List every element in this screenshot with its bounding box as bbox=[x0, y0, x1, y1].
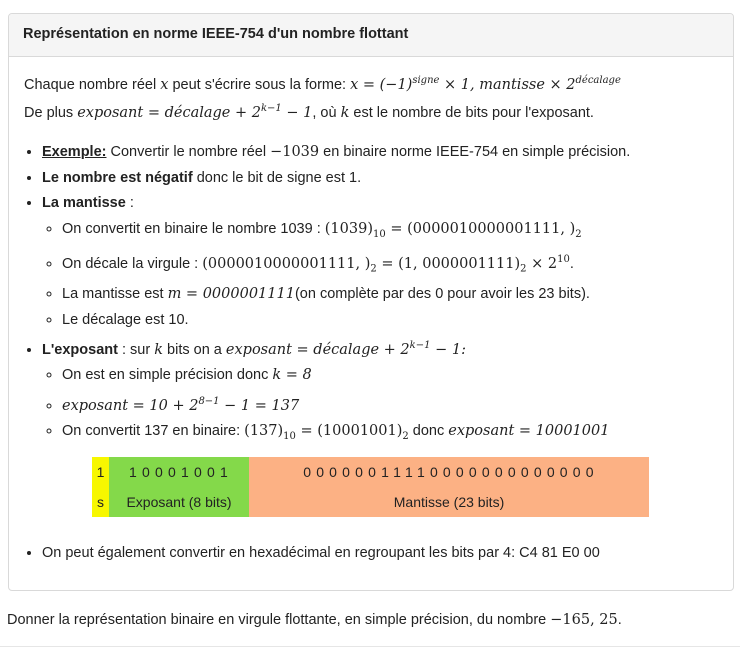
sublist-item: On convertit en binaire le nombre 1039 :… bbox=[62, 217, 732, 247]
item-text: Convertir le nombre réel bbox=[106, 144, 271, 160]
math-formula: exposant = 10 + 2 bbox=[62, 397, 199, 414]
mantisse-sublist: On convertit en binaire le nombre 1039 :… bbox=[42, 217, 732, 334]
item-text: en binaire norme IEEE-754 en simple préc… bbox=[319, 144, 631, 160]
item-text: . bbox=[569, 255, 574, 272]
item-text: Le décalage est 10. bbox=[62, 311, 189, 328]
math-number: −165, 25 bbox=[550, 612, 618, 628]
item-bold: Le nombre est négatif bbox=[42, 169, 193, 186]
math-sup: k−1 bbox=[409, 340, 431, 352]
math-formula: x = (−1) bbox=[350, 76, 413, 93]
math-formula: = (1, 0000001111) bbox=[376, 255, 521, 272]
sublist-item: Le décalage est 10. bbox=[62, 308, 732, 334]
math-sub: 10 bbox=[372, 228, 386, 240]
exponent-segment: 10001001 Exposant (8 bits) bbox=[109, 457, 249, 517]
exposant-sublist: On est en simple précision donc k = 8 ex… bbox=[42, 363, 732, 449]
math-var: k bbox=[154, 341, 164, 358]
mantissa-segment: 00000011110000000000000 Mantisse (23 bit… bbox=[249, 457, 649, 517]
math-formula: exposant = décalage + 2 bbox=[225, 341, 410, 358]
item-text: : bbox=[125, 195, 134, 211]
intro-line-2: De plus exposant = décalage + 2k−1 − 1, … bbox=[24, 97, 621, 125]
list-item-example: Exemple: Convertir le nombre réel −1039 … bbox=[42, 140, 732, 166]
math-formula: × 2 bbox=[526, 255, 558, 272]
math-formula: − 1 bbox=[281, 104, 313, 121]
intro-text-part: , où bbox=[312, 104, 341, 121]
math-sub: 2 bbox=[575, 228, 582, 240]
math-sup: signe bbox=[412, 75, 440, 86]
item-text: donc le bit de signe est 1. bbox=[192, 169, 362, 186]
math-formula: exposant = 10001001 bbox=[448, 423, 610, 440]
item-bold: La mantisse bbox=[42, 195, 126, 211]
item-text: bits on a bbox=[163, 341, 226, 358]
math-formula: × 1, mantisse × 2 bbox=[439, 76, 576, 93]
math-sup: 10 bbox=[557, 253, 570, 265]
math-formula: (1039) bbox=[324, 220, 373, 237]
mantissa-label: Mantisse (23 bits) bbox=[393, 494, 505, 510]
math-sup: décalage bbox=[575, 75, 621, 86]
math-formula: m = 0000001111 bbox=[167, 286, 295, 303]
intro-text-part: peut s'écrire sous la forme: bbox=[168, 76, 351, 93]
intro-line-1: Chaque nombre réel x peut s'écrire sous … bbox=[24, 69, 621, 97]
sublist-item: exposant = 10 + 28−1 − 1 = 137 bbox=[62, 389, 732, 419]
math-var: k bbox=[340, 104, 350, 121]
example-label: Exemple: bbox=[42, 144, 107, 160]
exponent-label: Exposant (8 bits) bbox=[126, 494, 232, 510]
math-var: x bbox=[160, 76, 169, 93]
item-text: On convertit en binaire le nombre 1039 : bbox=[62, 220, 325, 237]
sublist-item: On décale la virgule : (0000010000001111… bbox=[62, 247, 732, 282]
sublist-item: On convertit 137 en binaire: (137)10 = (… bbox=[62, 419, 732, 449]
item-bold: L'exposant bbox=[42, 341, 118, 358]
bit-layout-diagram: 1 s 10001001 Exposant (8 bits) 000000111… bbox=[92, 457, 649, 517]
math-formula: k = 8 bbox=[272, 367, 312, 384]
math-sub: 2 bbox=[370, 263, 377, 275]
exponent-bits: 10001001 bbox=[129, 464, 233, 480]
math-sub: 2 bbox=[520, 263, 527, 275]
math-formula: exposant = décalage + 2 bbox=[77, 104, 261, 121]
math-formula: = (10001001) bbox=[295, 423, 403, 440]
math-sup: 8−1 bbox=[198, 395, 220, 407]
math-number: −1039 bbox=[270, 144, 320, 160]
list-item-negative: Le nombre est négatif donc le bit de sig… bbox=[42, 166, 732, 192]
item-text: : sur bbox=[117, 341, 155, 358]
item-text: On est en simple précision donc bbox=[62, 367, 273, 384]
math-formula: − 1 = 137 bbox=[219, 397, 300, 414]
item-text: La mantisse est bbox=[62, 286, 168, 303]
math-sup: k−1 bbox=[260, 102, 282, 114]
math-sub: 2 bbox=[402, 431, 409, 443]
math-sub: 10 bbox=[283, 431, 296, 443]
hex-list: On peut également convertir en hexadécim… bbox=[24, 541, 600, 566]
sublist-item: On est en simple précision donc k = 8 bbox=[62, 363, 732, 389]
steps-list: Exemple: Convertir le nombre réel −1039 … bbox=[24, 140, 732, 450]
divider bbox=[0, 646, 740, 647]
sign-label: s bbox=[97, 494, 104, 510]
question-text: . bbox=[617, 612, 622, 628]
card-title: Représentation en norme IEEE-754 d'un no… bbox=[9, 14, 733, 57]
math-formula: (137) bbox=[244, 423, 284, 440]
mantissa-bits: 00000011110000000000000 bbox=[303, 464, 599, 480]
intro-text: Chaque nombre réel x peut s'écrire sous … bbox=[24, 69, 621, 125]
intro-text-part: est le nombre de bits pour l'exposant. bbox=[349, 104, 594, 121]
sign-segment: 1 s bbox=[92, 457, 109, 517]
list-item-exposant: L'exposant : sur k bits on a exposant = … bbox=[42, 333, 732, 450]
list-item-hex: On peut également convertir en hexadécim… bbox=[42, 541, 600, 566]
question-text: Donner la représentation binaire en virg… bbox=[7, 612, 551, 628]
intro-text-part: Chaque nombre réel bbox=[24, 76, 161, 93]
item-text: (on complète par des 0 pour avoir les 23… bbox=[294, 286, 590, 303]
math-formula: = (0000010000001111, ) bbox=[385, 220, 576, 237]
sign-bits: 1 bbox=[96, 464, 105, 480]
intro-text-part: De plus bbox=[24, 104, 78, 121]
item-text: On convertit 137 en binaire: bbox=[62, 423, 245, 440]
exercise-question: Donner la représentation binaire en virg… bbox=[7, 612, 622, 628]
list-item-mantisse: La mantisse : On convertit en binaire le… bbox=[42, 191, 732, 333]
item-text: donc bbox=[408, 423, 449, 440]
item-text: On décale la virgule : bbox=[62, 255, 203, 272]
math-formula: (0000010000001111, ) bbox=[202, 255, 371, 272]
sublist-item: La mantisse est m = 0000001111(on complè… bbox=[62, 282, 732, 308]
math-formula: − 1: bbox=[430, 341, 466, 358]
